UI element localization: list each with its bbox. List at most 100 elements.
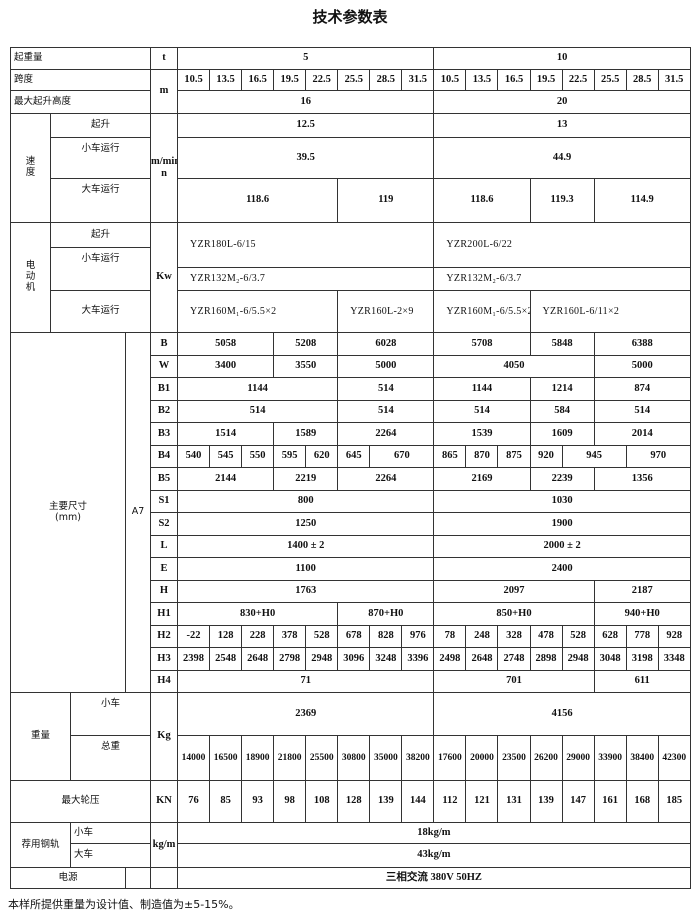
value-cell: 1214 [529,377,595,401]
unit-cell: Kg [150,692,179,781]
value-cell: 23500 [497,735,531,781]
unit-cell: S2 [150,512,179,536]
value-cell: 1609 [529,422,595,446]
table-row: E 1100 2400 [11,557,691,581]
value-cell: 10 [433,47,691,70]
value-cell: 514 [337,399,435,423]
unit-cell: Kw [150,222,179,333]
value-cell: 1400 ± 2 [177,534,435,558]
unit-cell: kg/m [150,822,179,868]
row-label [124,867,152,889]
unit-cell: KN [150,780,179,823]
value-cell: 128 [337,780,371,823]
value-cell: YZR160L-2×9 [337,290,435,333]
value-cell: 1589 [273,422,339,446]
footnote: 本样所提供重量为设计值、制造值为±5-15%。 [8,898,240,911]
value-cell: 35000 [369,735,403,781]
value-cell: 1900 [433,512,691,536]
value-cell: 21800 [273,735,307,781]
value-cell: 584 [529,399,595,423]
unit-cell: S1 [150,489,179,513]
value-cell: 248 [465,624,499,648]
value-cell: 1539 [433,422,531,446]
value-cell: 5000 [337,354,435,378]
unit-cell: m [150,69,179,114]
value-cell: 478 [529,624,563,648]
value-cell: 28.5 [369,69,403,91]
spec-table: 起重量 t 5 10 跨度 m 10.5 13.5 16.5 19.5 22.5 25.5 28.5 31… [9,47,691,889]
value-cell: 2548 [209,647,243,671]
value-cell: 18kg/m [177,822,691,844]
value-cell: 1030 [433,489,691,513]
unit-cell: W [150,354,179,378]
unit-cell: B3 [150,422,179,446]
value-cell: 5848 [529,332,595,356]
value-cell: 2648 [465,647,499,671]
value-cell: 18900 [241,735,275,781]
value-cell: 78 [433,624,467,648]
value-cell: 三相交流 380V 50HZ [177,867,691,889]
value-cell: 778 [625,624,659,648]
value-cell: 13 [433,113,691,138]
value-cell: 98 [273,780,307,823]
value-cell: 870 [465,444,499,468]
row-label: 总重 [69,735,152,781]
value-cell: 2169 [433,467,531,491]
value-cell: 940+H0 [593,602,691,626]
value-cell: YZR160M₁-6/5.5×2 [177,290,339,333]
value-cell: 6028 [337,332,435,356]
value-cell: 17600 [433,735,467,781]
value-cell: 10.5 [433,69,467,91]
value-cell: 3048 [593,647,627,671]
value-cell: 25.5 [593,69,627,91]
value-cell: 5208 [273,332,339,356]
unit-cell: B2 [150,399,179,423]
value-cell: 22.5 [561,69,595,91]
unit-cell: H4 [150,669,179,693]
value-cell: 2097 [433,579,595,603]
value-cell: 3550 [273,354,339,378]
value-cell: 850+H0 [433,602,595,626]
value-cell: 119 [337,178,435,223]
value-cell: 31.5 [401,69,435,91]
value-cell: 1250 [177,512,435,536]
row-label: 电源 [10,867,126,889]
value-cell: 5000 [593,354,691,378]
value-cell: 118.6 [177,178,339,223]
value-cell: 19.5 [529,69,563,91]
value-cell: 2648 [241,647,275,671]
row-label: A7 [124,332,152,693]
value-cell: 670 [369,444,435,468]
value-cell: -22 [177,624,211,648]
value-cell: 16 [177,90,435,114]
value-cell: 874 [593,377,691,401]
table-row: H2 -22 128 228 378 528 678 828 976 78 248 328 478 528… [11,624,691,648]
table-row: 跨度 m 10.5 13.5 16.5 19.5 22.5 25.5 28.5 31.5 10.5 1… [9,69,691,114]
value-cell: 2264 [337,467,435,491]
value-cell: 12.5 [177,113,435,138]
value-cell: 3248 [369,647,403,671]
table-row: S2 1250 1900 [11,512,691,536]
value-cell: 2748 [497,647,531,671]
value-cell: 875 [497,444,531,468]
value-cell: 528 [305,624,339,648]
value-cell: 1144 [177,377,339,401]
page-title: 技术参数表 [312,8,388,26]
value-cell: 26200 [529,735,563,781]
unit-cell: H3 [150,647,179,671]
table-row: B2 514 514 514 584 514 [11,399,691,423]
value-cell: 976 [401,624,435,648]
row-label: 小车运行 [49,137,152,179]
value-cell: 13.5 [465,69,499,91]
row-label: 荐用钢轨 [10,822,71,868]
value-cell: 30800 [337,735,371,781]
value-cell: 228 [241,624,275,648]
value-cell: 545 [209,444,243,468]
value-cell: 42300 [657,735,691,781]
table-row: 电源 三相交流 380V 50HZ [10,867,691,889]
value-cell: 44.9 [433,137,691,179]
value-cell: 1144 [433,377,531,401]
unit-cell: H2 [150,624,179,648]
value-cell: 2400 [433,557,691,581]
value-cell: 76 [177,780,211,823]
